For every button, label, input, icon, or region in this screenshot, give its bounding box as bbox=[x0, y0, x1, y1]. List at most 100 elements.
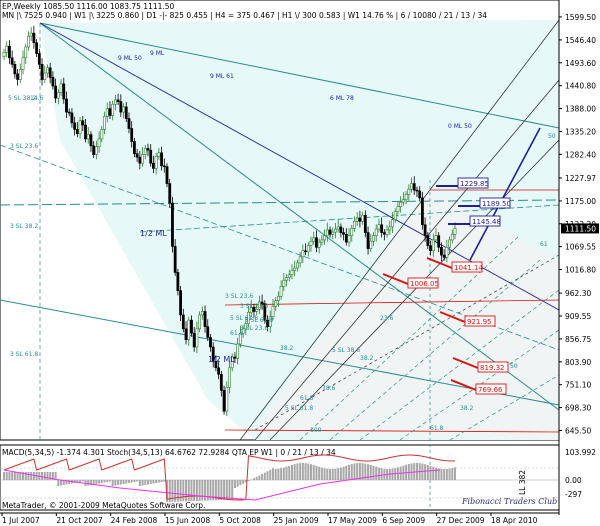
fib-label: 3 SL 23.6 bbox=[10, 143, 38, 150]
fib-label: 3 SL 61.8 bbox=[10, 351, 38, 358]
fibonacci-labels: 1/2 ML 3 SL 23.6 3 SL 38.2 3 SL 61.8 9 ML 50… bbox=[8, 50, 556, 434]
candle-body bbox=[450, 233, 454, 241]
candle-body bbox=[108, 108, 112, 116]
candle-body bbox=[187, 319, 191, 340]
candle-body bbox=[18, 69, 22, 80]
macd-bar bbox=[57, 480, 60, 486]
candle-body bbox=[426, 235, 430, 246]
fib-label: 61.8 bbox=[300, 395, 314, 402]
macd-bar bbox=[236, 480, 239, 487]
candlestick-series bbox=[2, 25, 457, 416]
macd-bar bbox=[41, 472, 44, 480]
candle-body bbox=[263, 303, 267, 321]
candle-body bbox=[418, 190, 422, 199]
candle-body bbox=[277, 295, 280, 301]
macd-bar bbox=[310, 464, 313, 480]
candle-body bbox=[391, 219, 394, 228]
candle-body bbox=[361, 214, 365, 222]
macd-bar bbox=[299, 463, 302, 480]
chart-header-line2: MN |\ 7525 0.940 | W1 |\ 3225 0.860 | D1… bbox=[2, 11, 487, 20]
candle-body bbox=[75, 129, 79, 135]
chart-header-line1: EP,Weekly 1085.50 1116.00 1083.75 1111.5… bbox=[2, 2, 175, 11]
time-tick-label: 17 May 2009 bbox=[328, 516, 377, 525]
macd-bar bbox=[136, 480, 139, 482]
candle-body bbox=[154, 155, 158, 169]
macd-bar bbox=[271, 468, 274, 480]
fib-label: 3 SL 23.6 bbox=[225, 293, 253, 300]
candle-body bbox=[141, 154, 144, 164]
candle-body bbox=[24, 46, 28, 59]
macd-bar bbox=[87, 480, 90, 486]
fib-label: 50 bbox=[548, 133, 556, 140]
candle-body bbox=[304, 250, 307, 253]
candle-body bbox=[287, 274, 291, 278]
candle-body bbox=[176, 272, 180, 291]
candle-body bbox=[334, 228, 337, 233]
macd-bar bbox=[138, 480, 141, 486]
candle-body bbox=[320, 239, 324, 243]
price-box-label: 921.95 bbox=[467, 318, 492, 326]
macd-bar bbox=[201, 480, 204, 501]
macd-bar bbox=[320, 467, 323, 480]
candle-body bbox=[81, 120, 85, 126]
fib-label: 9 ML 61 bbox=[210, 73, 234, 80]
price-tick-label: 645.50 bbox=[565, 426, 591, 435]
candle-body bbox=[244, 323, 248, 330]
macd-bar bbox=[79, 480, 82, 482]
macd-bar bbox=[166, 480, 169, 502]
macd-bar bbox=[8, 472, 11, 480]
candle-body bbox=[92, 145, 96, 155]
candle-body bbox=[40, 64, 44, 80]
candle-body bbox=[420, 197, 424, 226]
macd-bar bbox=[5, 472, 8, 480]
macd-bar bbox=[43, 472, 46, 480]
macd-bar bbox=[119, 480, 122, 485]
macd-bar bbox=[223, 480, 226, 500]
macd-bar bbox=[239, 480, 242, 486]
candle-body bbox=[228, 367, 231, 388]
candle-body bbox=[35, 42, 39, 54]
fib-label: 38.2 bbox=[280, 345, 294, 352]
fib-label: 3 SL 38.2 bbox=[10, 223, 38, 230]
macd-bar bbox=[32, 472, 35, 480]
candle-body bbox=[160, 152, 163, 167]
candle-body bbox=[374, 228, 378, 236]
candle-body bbox=[67, 111, 71, 114]
time-tick-label: 25 Jan 2009 bbox=[274, 516, 319, 525]
candle-body bbox=[181, 314, 185, 330]
candle-body bbox=[328, 229, 332, 235]
macd-bar bbox=[24, 472, 27, 480]
macd-bar bbox=[157, 480, 160, 483]
candle-body bbox=[372, 235, 375, 242]
candle-body bbox=[323, 235, 326, 241]
macd-bar bbox=[185, 480, 188, 502]
fan-ray bbox=[39, 22, 560, 411]
price-tick-label: 1175.00 bbox=[565, 197, 596, 206]
macd-bar bbox=[367, 464, 370, 480]
candle-body bbox=[56, 92, 60, 99]
macd-bar bbox=[144, 480, 147, 485]
candle-body bbox=[146, 148, 150, 151]
macd-bar bbox=[16, 472, 19, 480]
price-box bbox=[464, 315, 496, 327]
macd-bar bbox=[445, 468, 448, 480]
candle-body bbox=[168, 183, 172, 204]
candle-body bbox=[8, 45, 11, 59]
candle-body bbox=[122, 106, 125, 113]
macd-bar bbox=[293, 464, 296, 480]
price-box-label: 1041.14 bbox=[454, 264, 483, 272]
macd-bar bbox=[437, 468, 440, 480]
macd-bar bbox=[380, 468, 383, 480]
candle-body bbox=[135, 153, 139, 158]
price-arrow bbox=[450, 379, 477, 391]
price-tick-label: 1493.60 bbox=[565, 59, 596, 68]
candle-body bbox=[353, 220, 356, 229]
macd-bar bbox=[432, 466, 435, 480]
macd-bar bbox=[114, 480, 117, 486]
fib-label: 3 SL 23.6 bbox=[240, 303, 268, 310]
fan-ray bbox=[139, 204, 560, 233]
candle-body bbox=[233, 356, 237, 359]
macd-bar bbox=[168, 480, 171, 502]
macd-signal-line bbox=[3, 454, 456, 501]
